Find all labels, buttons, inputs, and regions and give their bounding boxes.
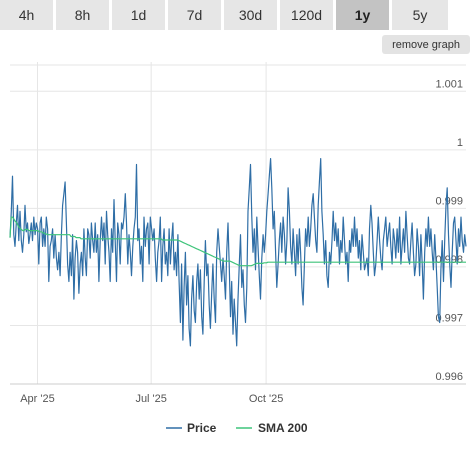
y-tick-label: 1 xyxy=(457,137,463,149)
price-series-line xyxy=(9,158,467,347)
tab-1y[interactable]: 1y xyxy=(336,0,392,30)
tab-1d[interactable]: 1d xyxy=(112,0,168,30)
tab-30d[interactable]: 30d xyxy=(224,0,280,30)
x-tick-label: Jul '25 xyxy=(135,393,166,405)
timeframe-tabs: 4h 8h 1d 7d 30d 120d 1y 5y xyxy=(0,0,474,30)
y-tick-label: 0.999 xyxy=(435,195,463,207)
x-tick-label: Oct '25 xyxy=(249,393,284,405)
tab-7d[interactable]: 7d xyxy=(168,0,224,30)
remove-graph-button[interactable]: remove graph xyxy=(382,35,470,54)
legend-price-label: Price xyxy=(187,421,217,435)
tab-120d[interactable]: 120d xyxy=(280,0,336,30)
y-tick-label: 1.001 xyxy=(435,78,463,90)
y-tick-label: 0.996 xyxy=(435,371,463,383)
tab-4h[interactable]: 4h xyxy=(0,0,56,30)
y-tick-label: 0.997 xyxy=(435,312,463,324)
x-tick-label: Apr '25 xyxy=(20,393,55,405)
tab-5y[interactable]: 5y xyxy=(392,0,448,30)
legend-sma200-label: SMA 200 xyxy=(258,421,308,435)
tab-8h[interactable]: 8h xyxy=(56,0,112,30)
sma200-series-line xyxy=(9,216,466,267)
